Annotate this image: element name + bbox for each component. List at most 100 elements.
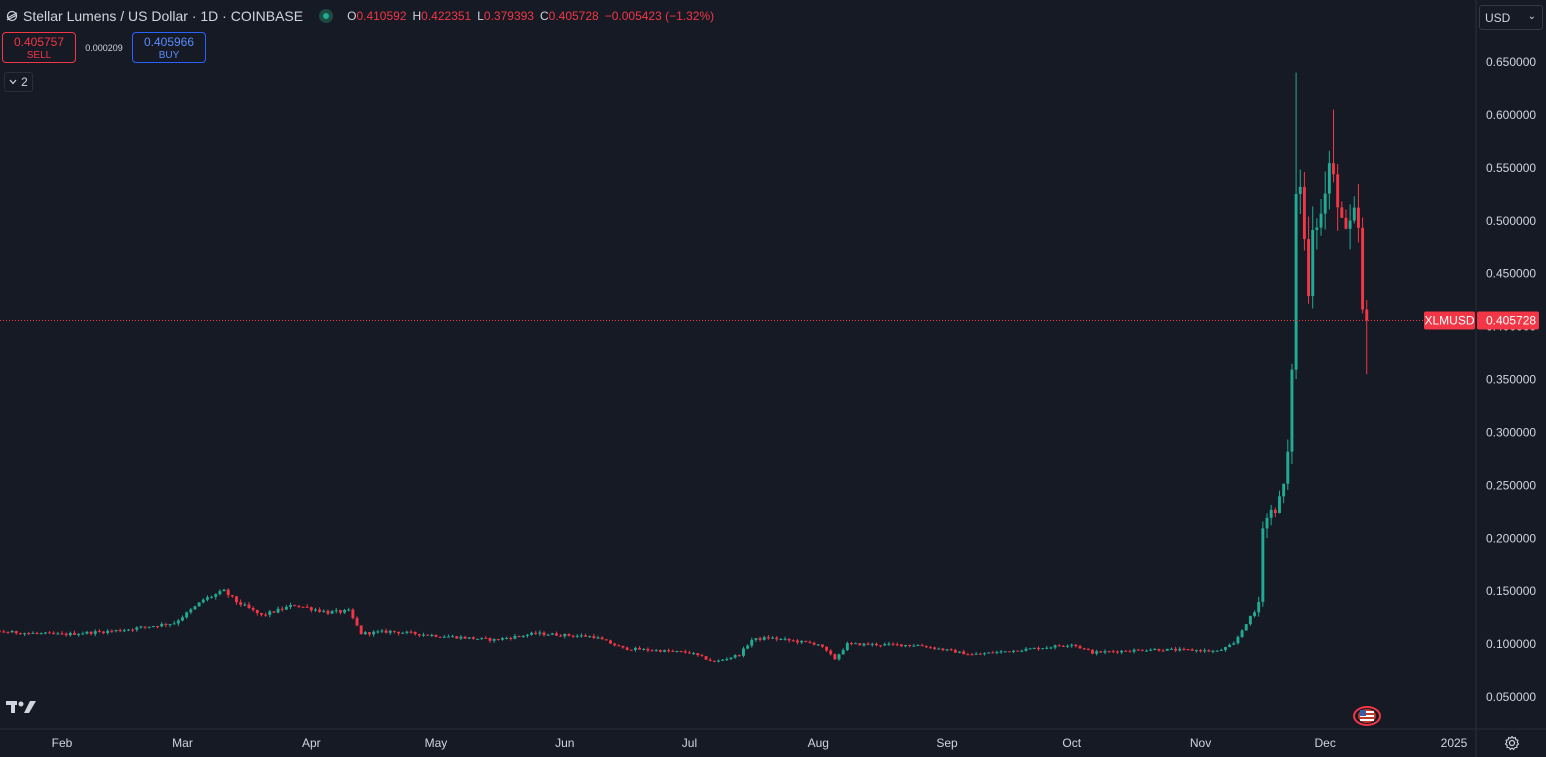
candle-body — [717, 660, 720, 662]
candle-body — [272, 611, 276, 613]
candle-body — [426, 634, 430, 636]
candle-body — [928, 647, 932, 649]
candle-body — [1107, 651, 1111, 653]
candle-body — [1070, 644, 1074, 646]
candle-body — [874, 643, 878, 646]
candle-body — [1290, 369, 1294, 452]
candle-body — [401, 632, 405, 634]
candle-body — [471, 637, 475, 639]
candle-body — [983, 653, 986, 655]
candle-body — [488, 638, 492, 641]
candle-body — [924, 646, 928, 648]
candle-body — [604, 639, 608, 641]
x-tick-label: Nov — [1190, 736, 1211, 750]
candle-body — [289, 605, 292, 607]
candle-body — [459, 636, 463, 639]
candle-body — [683, 651, 687, 653]
candle-body — [235, 596, 238, 603]
candle-body — [1278, 496, 1281, 514]
candle-body — [908, 644, 912, 646]
candle-body — [322, 610, 326, 612]
buy-button[interactable]: 0.405966 BUY — [132, 32, 206, 63]
candle-body — [1356, 207, 1360, 228]
candle-body — [276, 608, 280, 613]
candle-body — [118, 630, 122, 632]
candle-body — [293, 605, 297, 607]
candle-body — [970, 654, 974, 656]
y-tick-label: 0.500000 — [1486, 214, 1536, 228]
candle-body — [77, 634, 81, 636]
low-label: L — [477, 9, 484, 23]
candle-body — [837, 654, 841, 660]
candle-body — [39, 633, 43, 635]
candle-body — [496, 639, 500, 641]
x-tick-label: Jun — [555, 736, 574, 750]
candle-body — [409, 631, 413, 633]
candle-body — [122, 630, 126, 632]
candle-body — [372, 631, 376, 635]
candle-body — [467, 637, 471, 639]
candle-body — [646, 648, 650, 651]
candle-body — [559, 635, 563, 637]
candle-body — [114, 630, 118, 632]
candle-body — [48, 632, 51, 634]
candle-body — [1037, 647, 1040, 650]
candle-body — [916, 645, 920, 647]
candle-body — [1323, 193, 1327, 214]
candle-body — [584, 635, 588, 637]
market-open-dot-icon[interactable] — [319, 9, 334, 23]
candle-body — [1024, 648, 1028, 651]
candle-body — [1336, 174, 1340, 208]
sell-button[interactable]: 0.405757 SELL — [2, 32, 76, 63]
y-tick-label: 0.050000 — [1486, 690, 1536, 704]
candle-body — [89, 631, 93, 634]
candle-body — [621, 645, 625, 648]
ohlc-values: O0.410592 H0.422351 L0.379393 C0.405728 … — [347, 9, 714, 23]
candle-body — [1082, 648, 1086, 650]
candle-body — [97, 631, 101, 633]
candle-body — [530, 632, 533, 635]
candle-body — [600, 637, 604, 640]
x-tick-label: May — [425, 736, 448, 750]
candle-body — [388, 630, 392, 633]
candle-body — [1228, 644, 1232, 648]
x-tick-label: Jul — [682, 736, 697, 750]
symbol-legend: Stellar Lumens / US Dollar · 1D · COINBA… — [6, 8, 714, 24]
candle-body — [538, 632, 542, 634]
candle-body — [729, 657, 733, 659]
indicators-toggle-button[interactable]: 2 — [4, 72, 33, 92]
candle-body — [1095, 651, 1099, 654]
us-flag-icon[interactable] — [1353, 706, 1381, 726]
candle-body — [962, 651, 966, 655]
candle-body — [991, 652, 995, 654]
y-tick-label: 0.150000 — [1486, 584, 1536, 598]
candle-body — [750, 639, 754, 646]
candle-body — [268, 611, 272, 615]
candle-body — [164, 623, 168, 625]
candle-body — [571, 635, 575, 637]
candle-body — [712, 660, 716, 662]
candle-body — [359, 625, 363, 635]
candle-body — [696, 653, 700, 656]
candle-body — [1265, 517, 1269, 529]
candle-body — [758, 638, 762, 640]
settings-gear-icon[interactable] — [1504, 735, 1520, 751]
candle-body — [1348, 220, 1352, 229]
candle-body — [492, 639, 496, 641]
candle-body — [1020, 650, 1024, 652]
currency-select[interactable]: USD ⌄ — [1479, 5, 1543, 30]
candle-body — [812, 642, 816, 645]
candle-body — [1149, 649, 1153, 651]
candle-body — [1240, 630, 1244, 637]
candle-body — [870, 643, 874, 645]
candle-body — [966, 654, 970, 656]
candle-body — [1145, 650, 1148, 652]
candle-body — [721, 659, 725, 661]
close-label: C — [539, 9, 549, 23]
candle-body — [1099, 651, 1103, 653]
tradingview-logo[interactable] — [6, 699, 38, 719]
symbol-title[interactable]: Stellar Lumens / US Dollar · 1D · COINBA… — [23, 8, 304, 24]
candle-body — [442, 636, 446, 638]
